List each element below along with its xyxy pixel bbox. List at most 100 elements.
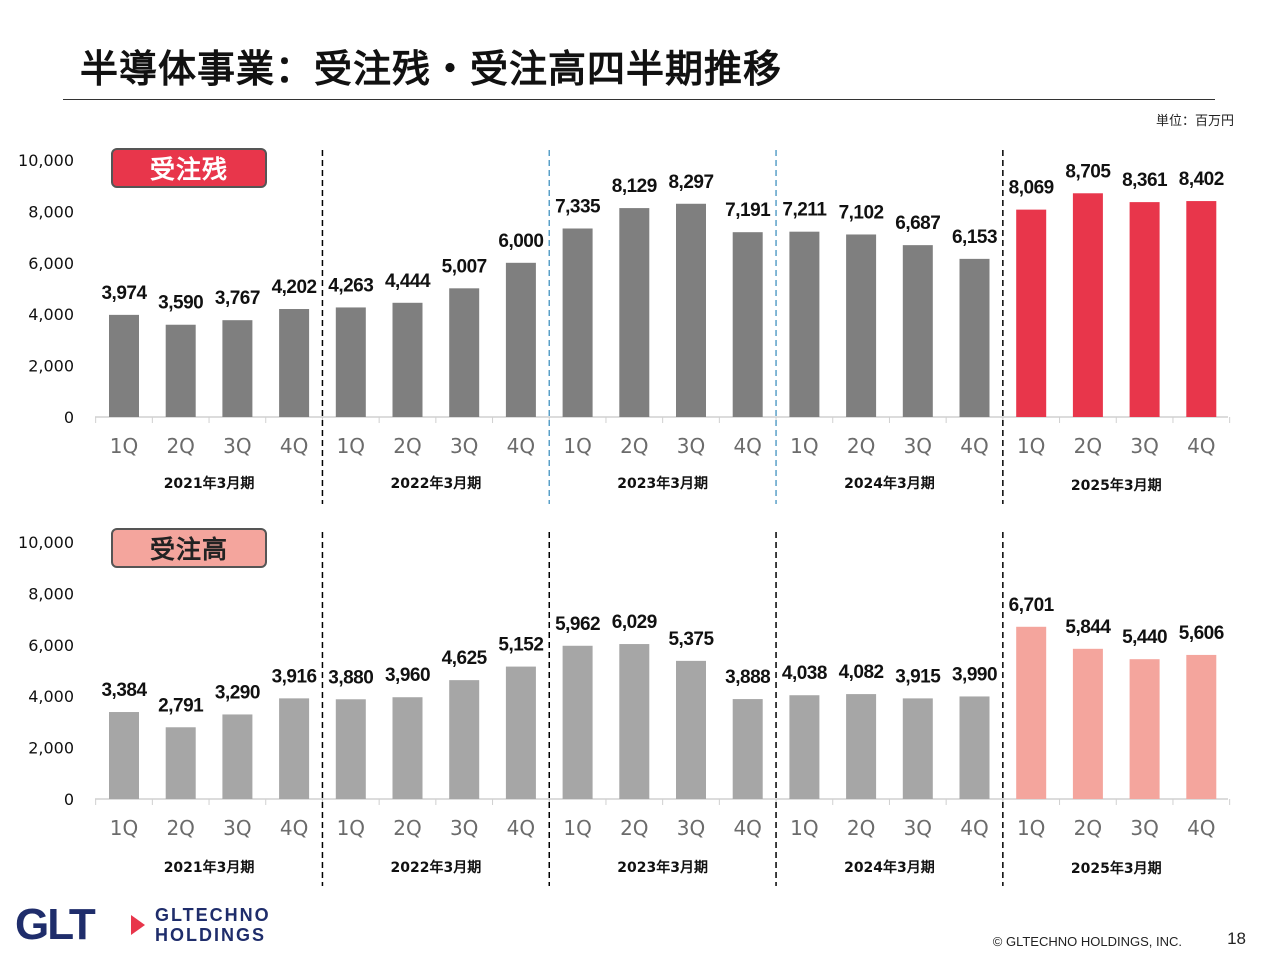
- fiscal-year-label: 2023年3月期: [617, 475, 708, 492]
- bar: [449, 680, 480, 799]
- bar: [109, 314, 139, 417]
- fiscal-year-label: 2022年3月期: [390, 475, 481, 492]
- category-label: 3Q: [1130, 816, 1158, 840]
- bar: [1186, 654, 1217, 799]
- logo-name: GLTECHNO HOLDINGS: [155, 905, 271, 945]
- bar: [392, 697, 423, 799]
- fiscal-year-label: 2021年3月期: [164, 475, 255, 492]
- value-label: 4,263: [328, 275, 373, 296]
- category-label: 1Q: [563, 816, 591, 840]
- category-label: 2Q: [166, 816, 194, 840]
- bar: [222, 320, 253, 417]
- value-label: 6,000: [498, 231, 543, 252]
- bar: [279, 698, 310, 799]
- bar: [732, 232, 763, 417]
- category-label: 4Q: [280, 434, 308, 458]
- bar: [279, 309, 310, 417]
- y-tick-label: 0: [64, 790, 74, 809]
- logo-name-line2: HOLDINGS: [155, 925, 267, 945]
- value-label: 3,888: [725, 667, 770, 688]
- fiscal-year-label: 2023年3月期: [617, 859, 708, 876]
- category-label: 4Q: [507, 816, 535, 840]
- value-label: 5,375: [668, 629, 714, 650]
- bar: [619, 644, 650, 799]
- fiscal-year-label: 2025年3月期: [1071, 477, 1162, 494]
- value-label: 4,038: [782, 663, 827, 684]
- bar: [165, 324, 196, 417]
- y-tick-label: 6,000: [28, 636, 74, 655]
- category-label: 4Q: [960, 434, 988, 458]
- bar: [902, 698, 933, 799]
- category-label: 1Q: [110, 816, 138, 840]
- value-label: 8,129: [612, 176, 657, 197]
- category-label: 4Q: [1187, 816, 1215, 840]
- bar: [335, 699, 366, 799]
- value-label: 5,844: [1065, 617, 1111, 638]
- value-label: 5,962: [555, 614, 600, 635]
- page-title: 半導体事業：受注残・受注高四半期推移: [80, 47, 783, 91]
- value-label: 6,701: [1009, 595, 1055, 616]
- value-label: 7,102: [839, 202, 884, 223]
- value-label: 4,082: [839, 662, 884, 683]
- bar: [902, 245, 933, 417]
- category-label: 1Q: [337, 816, 365, 840]
- bar: [562, 228, 593, 417]
- y-tick-label: 6,000: [28, 254, 74, 273]
- value-label: 3,880: [328, 667, 373, 688]
- bar: [676, 660, 706, 799]
- fiscal-year-label: 2024年3月期: [844, 475, 935, 492]
- bar: [1129, 202, 1160, 417]
- order-backlog-title: 受注残: [111, 148, 267, 188]
- copyright: © GLTECHNO HOLDINGS, INC.: [992, 934, 1182, 949]
- y-tick-label: 10,000: [18, 151, 74, 170]
- category-label: 2Q: [847, 816, 875, 840]
- category-label: 1Q: [1017, 816, 1045, 840]
- category-label: 2Q: [393, 816, 421, 840]
- orders-received-chart: 0 2,000 4,000 6,000 8,000 10,000 3,384 1Q 2,791 2…: [18, 532, 1231, 886]
- bar: [165, 727, 196, 799]
- y-tick-label: 8,000: [28, 584, 74, 603]
- value-label: 3,960: [385, 665, 430, 686]
- category-label: 3Q: [450, 816, 478, 840]
- bar: [676, 203, 706, 417]
- bar: [222, 714, 253, 799]
- value-label: 8,297: [668, 172, 713, 193]
- category-label: 2Q: [620, 816, 648, 840]
- category-label: 3Q: [1130, 434, 1158, 458]
- category-label: 4Q: [733, 434, 761, 458]
- value-label: 5,606: [1179, 623, 1224, 644]
- category-label: 3Q: [223, 434, 251, 458]
- value-label: 5,007: [442, 256, 487, 277]
- value-label: 8,402: [1179, 169, 1224, 190]
- y-tick-label: 10,000: [18, 533, 74, 552]
- bar: [959, 696, 990, 799]
- unit-label: 単位：百万円: [1155, 114, 1234, 129]
- logo-triangle-icon: [131, 915, 145, 935]
- value-label: 3,767: [215, 288, 260, 309]
- page-number: 18: [1227, 929, 1246, 948]
- bar: [846, 694, 877, 799]
- value-label: 6,687: [895, 213, 940, 234]
- value-label: 4,625: [442, 648, 488, 669]
- bar: [619, 208, 650, 417]
- bar: [449, 288, 480, 417]
- y-tick-label: 4,000: [28, 305, 74, 324]
- bar: [392, 302, 423, 417]
- value-label: 3,974: [101, 283, 147, 304]
- category-label: 4Q: [960, 816, 988, 840]
- value-label: 3,590: [158, 293, 203, 314]
- value-label: 5,440: [1122, 627, 1167, 648]
- category-label: 4Q: [507, 434, 535, 458]
- category-label: 4Q: [733, 816, 761, 840]
- bar: [1016, 626, 1047, 799]
- value-label: 8,361: [1122, 170, 1168, 191]
- y-tick-label: 8,000: [28, 202, 74, 221]
- value-label: 3,290: [215, 682, 260, 703]
- logo-mark: GLT: [15, 900, 96, 949]
- value-label: 8,069: [1009, 178, 1054, 199]
- fiscal-year-label: 2025年3月期: [1071, 860, 1162, 877]
- category-label: 1Q: [790, 816, 818, 840]
- value-label: 6,029: [612, 612, 657, 633]
- bar: [789, 231, 820, 417]
- value-label: 5,152: [498, 635, 543, 656]
